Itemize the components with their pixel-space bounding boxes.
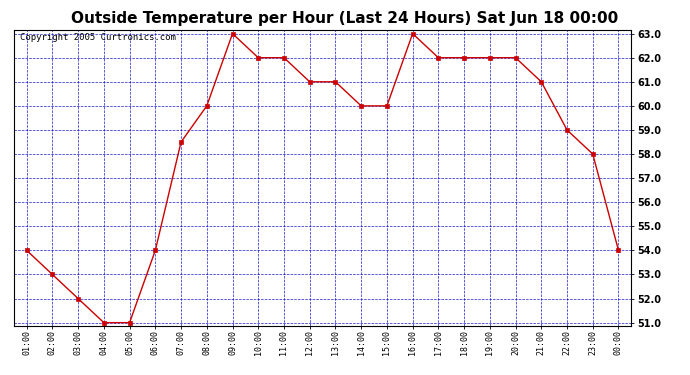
Text: Outside Temperature per Hour (Last 24 Hours) Sat Jun 18 00:00: Outside Temperature per Hour (Last 24 Ho… xyxy=(71,11,619,26)
Text: Copyright 2005 Curtronics.com: Copyright 2005 Curtronics.com xyxy=(20,33,176,42)
